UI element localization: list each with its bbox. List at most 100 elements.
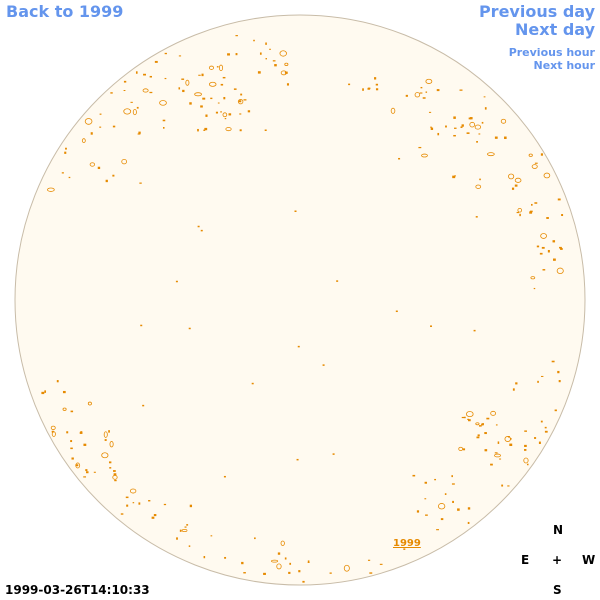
solar-feature-mark (523, 457, 529, 464)
solar-feature-mark (66, 431, 69, 434)
solar-feature-mark (148, 500, 151, 502)
solar-feature-mark (201, 73, 204, 77)
solar-feature-mark (264, 129, 267, 131)
solar-feature-mark (99, 113, 102, 115)
solar-feature-mark (208, 65, 215, 70)
solar-feature-mark (544, 430, 548, 433)
previous-hour-link[interactable]: Previous hour (508, 46, 595, 59)
solar-feature-mark (484, 107, 487, 110)
solar-feature-mark (121, 158, 128, 165)
solar-feature-mark (416, 510, 420, 513)
solar-feature-mark (307, 560, 310, 563)
region-year-link[interactable]: 1999 (393, 538, 421, 549)
solar-feature-mark (163, 503, 167, 506)
solar-feature-mark (85, 469, 88, 472)
solar-feature-mark (284, 62, 289, 66)
solar-feature-mark (68, 176, 71, 179)
solar-feature-mark (276, 563, 282, 570)
solar-feature-mark (463, 416, 466, 419)
solar-feature-mark (534, 162, 538, 164)
solar-feature-mark (329, 572, 332, 574)
solar-feature-mark (298, 570, 301, 573)
solar-feature-mark (202, 97, 206, 100)
solar-feature-mark (512, 388, 515, 391)
solar-feature-mark (240, 93, 243, 96)
solar-feature-mark (113, 470, 116, 472)
solar-feature-mark (113, 473, 117, 476)
solar-feature-mark (461, 124, 464, 127)
solar-feature-mark (453, 116, 456, 119)
solar-feature-mark (81, 138, 86, 143)
solar-feature-mark (217, 102, 220, 104)
solar-feature-mark (89, 162, 96, 167)
solar-feature-mark (486, 417, 490, 420)
solar-feature-mark (143, 73, 147, 76)
solar-feature-mark (440, 518, 444, 521)
solar-feature-mark (476, 436, 480, 439)
solar-feature-mark (454, 127, 457, 129)
solar-feature-mark (457, 508, 460, 511)
solar-feature-mark (481, 121, 484, 124)
solar-feature-mark (469, 117, 473, 120)
observation-timestamp: 1999-03-26T14:10:33 (5, 583, 150, 597)
solar-feature-mark (475, 216, 478, 218)
solar-feature-mark (142, 404, 145, 407)
solar-feature-mark (149, 91, 153, 94)
solar-feature-mark (112, 125, 116, 128)
next-day-link[interactable]: Next day (515, 20, 595, 39)
solar-feature-mark (484, 432, 487, 435)
solar-feature-mark (539, 252, 543, 255)
solar-feature-mark (422, 97, 426, 99)
solar-feature-mark (178, 87, 181, 90)
solar-feature-mark (528, 153, 533, 157)
solar-feature-mark (130, 101, 133, 103)
solar-feature-mark (105, 179, 108, 183)
solar-disk (14, 14, 586, 586)
solar-feature-mark (243, 572, 246, 574)
solar-feature-mark (536, 245, 540, 248)
solar-feature-mark (123, 90, 126, 92)
solar-feature-mark (220, 83, 224, 86)
solar-feature-mark (288, 571, 291, 574)
solar-feature-mark (51, 431, 56, 437)
solar-feature-mark (162, 119, 166, 122)
solar-feature-mark (395, 310, 398, 313)
solar-feature-mark (84, 118, 93, 125)
solar-feature-mark (109, 467, 112, 469)
solar-feature-mark (138, 131, 141, 134)
solar-feature-mark (494, 452, 498, 454)
solar-feature-mark (137, 133, 141, 135)
solar-feature-mark (87, 401, 92, 406)
solar-feature-mark (452, 175, 456, 179)
next-hour-link[interactable]: Next hour (533, 59, 596, 72)
solar-feature-mark (430, 325, 433, 327)
solar-feature-mark (425, 78, 433, 84)
solar-feature-mark (547, 249, 550, 253)
solar-feature-mark (274, 64, 277, 67)
solar-feature-mark (424, 481, 428, 484)
solar-feature-mark (508, 173, 515, 180)
solar-feature-mark (254, 537, 256, 540)
solar-feature-mark (189, 102, 192, 105)
solar-feature-mark (500, 118, 507, 124)
back-to-year-link[interactable]: Back to 1999 (6, 2, 124, 21)
solar-feature-mark (475, 184, 482, 189)
solar-feature-mark (531, 203, 533, 206)
solar-feature-mark (524, 430, 527, 432)
solar-feature-mark (99, 126, 102, 128)
solar-feature-mark (265, 42, 267, 45)
solar-feature-mark (277, 552, 281, 555)
solar-feature-mark (398, 157, 401, 160)
solar-feature-mark (222, 76, 226, 79)
solar-feature-mark (524, 449, 527, 451)
solar-feature-mark (475, 422, 480, 426)
solar-feature-mark (225, 127, 232, 132)
solar-feature-mark (430, 127, 434, 130)
previous-day-link[interactable]: Previous day (478, 2, 595, 21)
solar-feature-mark (185, 79, 190, 86)
solar-feature-mark (197, 128, 199, 132)
solar-feature-mark (80, 431, 83, 433)
solar-feature-mark (101, 452, 109, 459)
solar-feature-mark (507, 436, 510, 438)
solar-feature-mark (336, 280, 339, 282)
